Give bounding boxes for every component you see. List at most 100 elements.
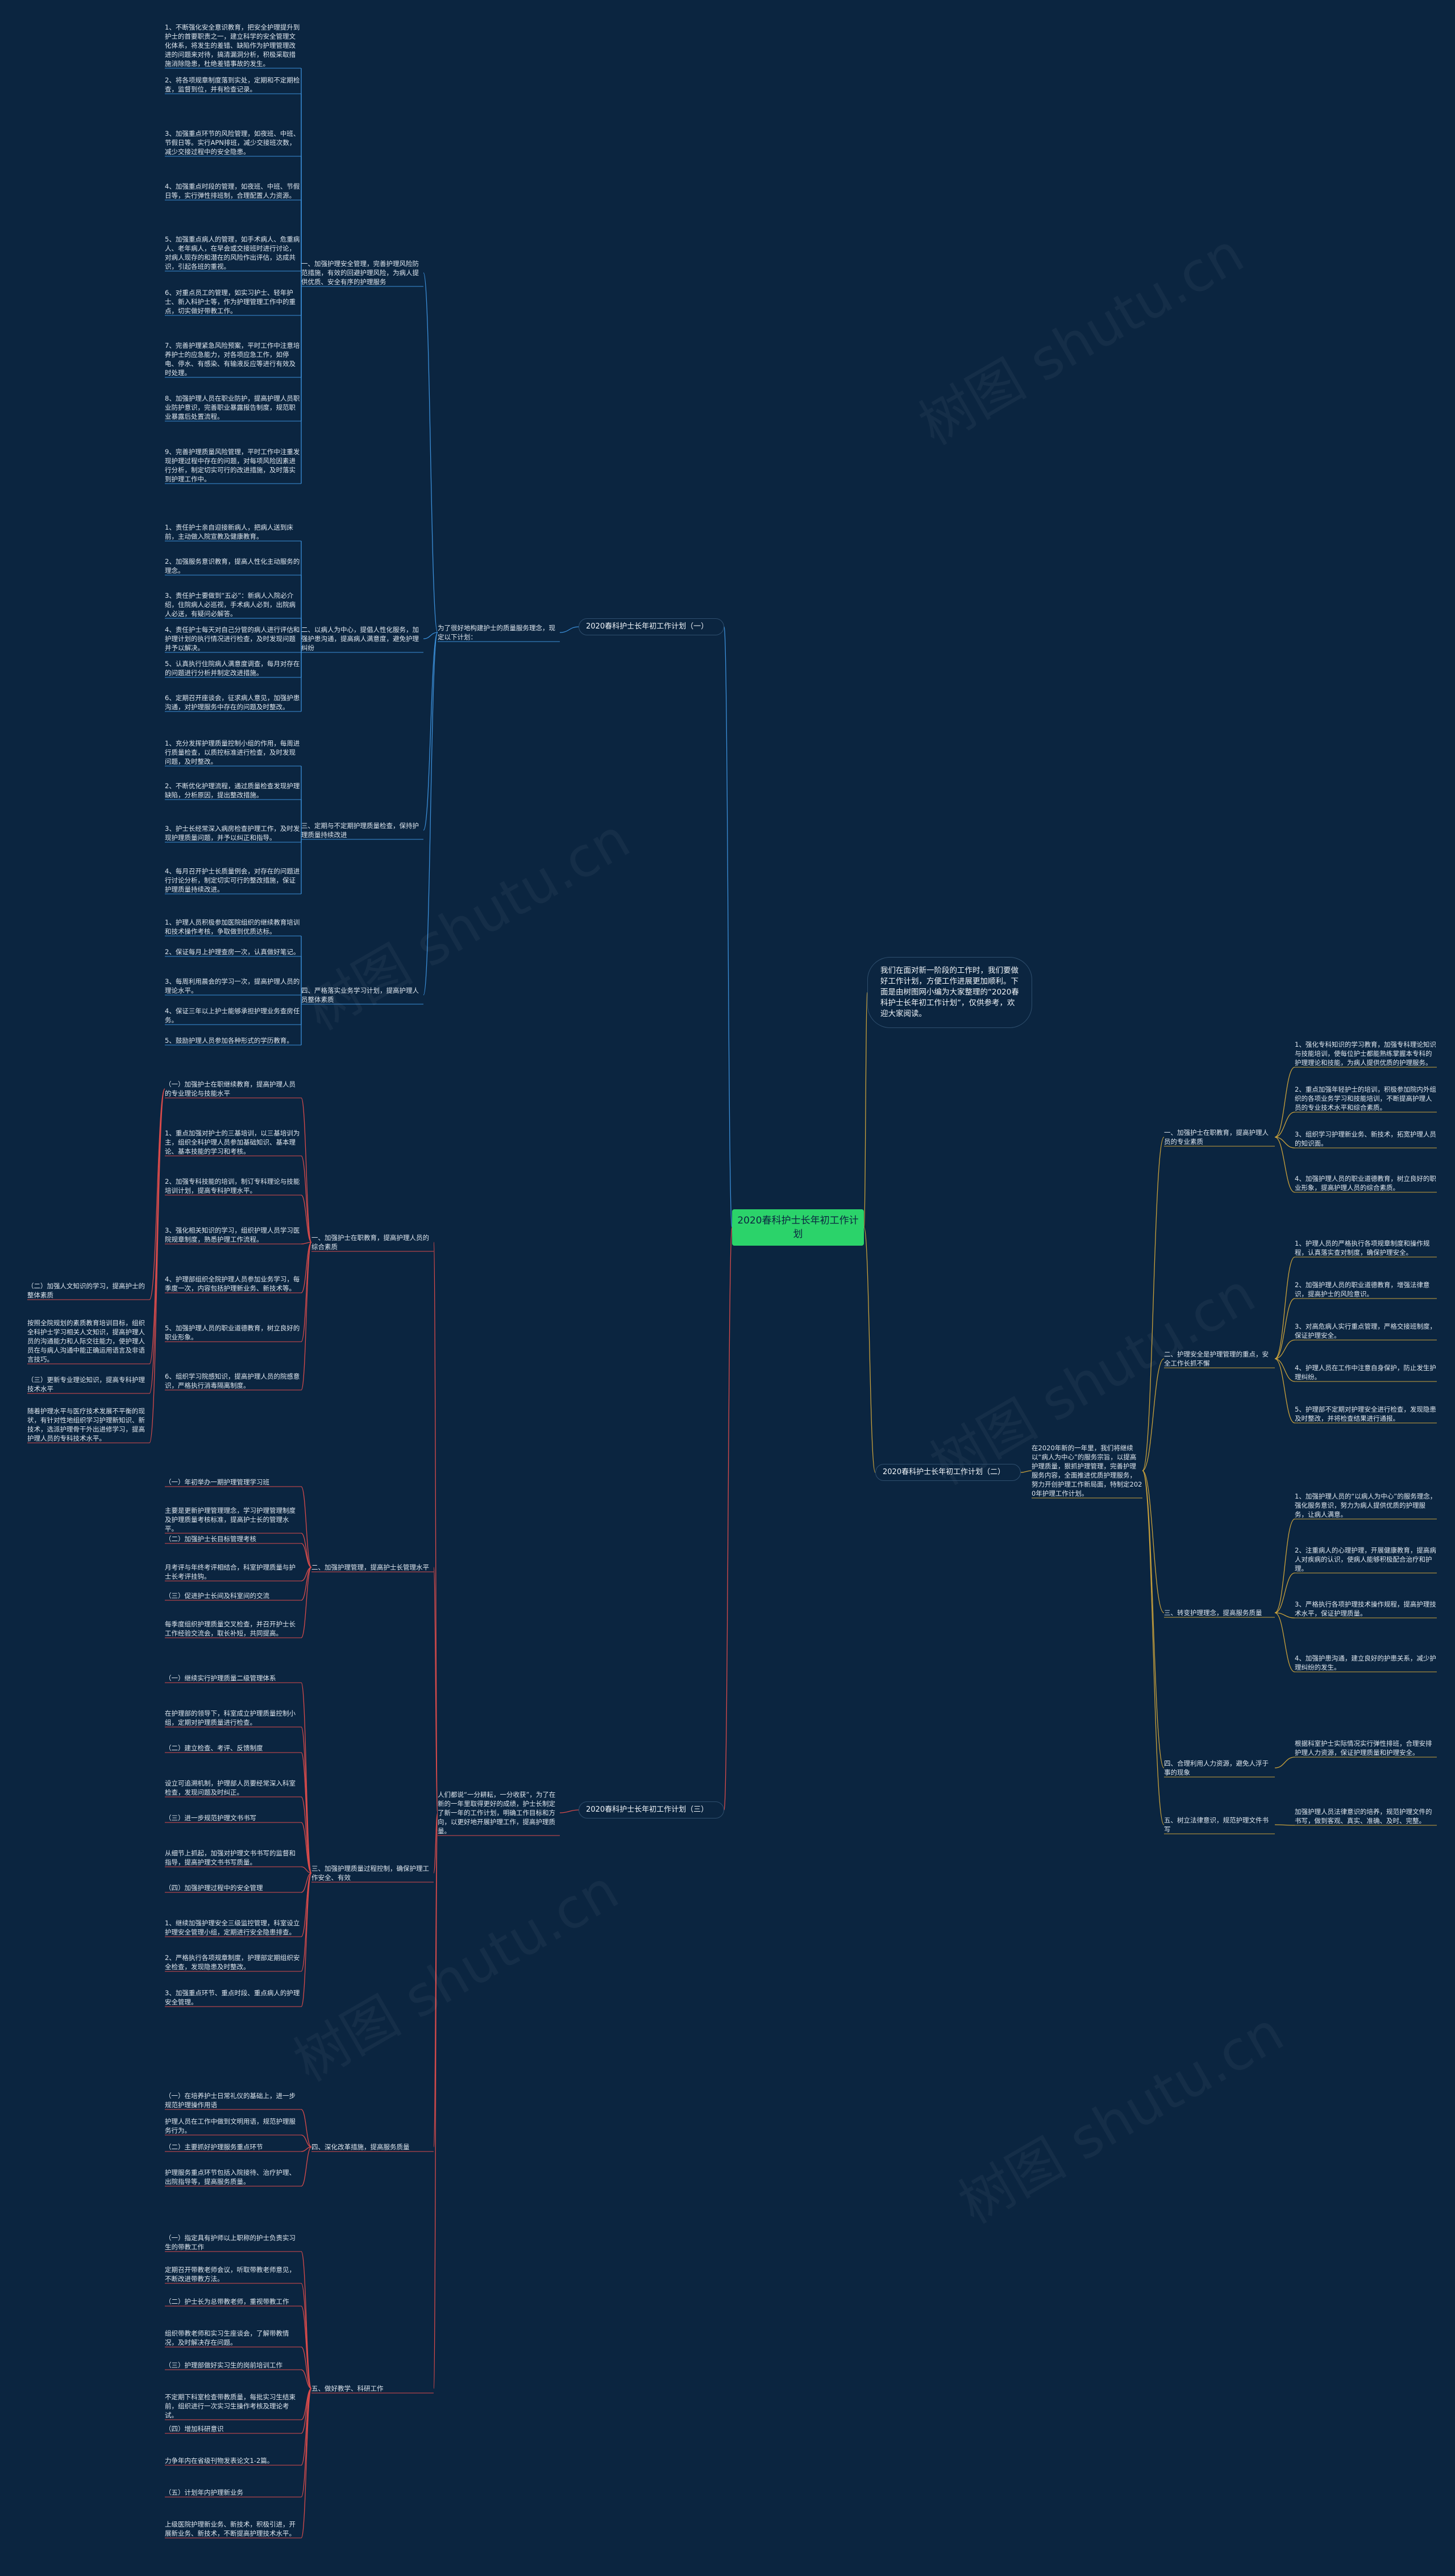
plan-3-section-5-item[interactable]: （三）护理部做好实习生的岗前培训工作 [165,2361,282,2369]
plan-1-section-4-item[interactable]: 2、保证每月上护理查房一次，认真做好笔记。 [165,948,300,956]
plan-3-section-3-item[interactable]: 从细节上抓起，加强对护理文书书写的监督和指导，提高护理文书书写质量。 [165,1849,296,1866]
plan-1-section-3-item[interactable]: 2、不断优化护理流程，通过质量检查发现护理缺陷，分析原因，提出整改措施。 [165,782,300,799]
plan-3-section-1-item[interactable]: 1、重点加强对护士的三基培训，以三基培训为主，组织全科护理人员参加基础知识、基本… [165,1129,300,1155]
plan-1-section-1-item[interactable]: 8、加强护理人员在职业防护，提高护理人员职业防护意识，完善职业暴露报告制度，规范… [165,394,300,421]
plan-2-section-3-item[interactable]: 4、加强护患沟通，建立良好的护患关系，减少护理纠纷的发生。 [1295,1654,1436,1671]
plan-1-section-2-item[interactable]: 5、认真执行住院病人满意度调查，每月对存在的问题进行分析并制定改进措施。 [165,660,300,677]
root-node[interactable]: 2020春科护士长年初工作计划 [732,1209,864,1246]
plan-3-section-2-item[interactable]: （二）加强护士长目标管理考核 [165,1535,256,1543]
plan-2-summary[interactable]: 在2020年新的一年里，我们将继续以“病人为中心”的服务宗旨，以提高护理质量，狠… [1032,1444,1142,1497]
plan-3-section-5-item[interactable]: 组织带教老师和实习生座谈会，了解带教情况，及时解决存在问题。 [165,2329,289,2346]
plan-1-section-2-item[interactable]: 2、加强服务意识教育，提高人性化主动服务的理念。 [165,557,300,575]
plan-2-section-2-item[interactable]: 2、加强护理人员的职业道德教育，增强法律意识，提高护士的风险意识。 [1295,1281,1430,1298]
plan-3-section-2-item[interactable]: 主要是更新护理管理理念，学习护理管理制度及护理质量考核标准，提高护士长的管理水平… [165,1507,296,1533]
plan-1-title[interactable]: 2020春科护士长年初工作计划（一） [579,618,724,635]
plan-1-section-2-item[interactable]: 1、责任护士亲自迎接新病人，把病人送到床前，主动做入院宣教及健康教育。 [165,523,293,540]
plan-1-section-1-item[interactable]: 1、不断强化安全意识教育，把安全护理提升到护士的首要职责之一，建立科学的安全管理… [165,23,300,68]
plan-1-section-2[interactable]: 二、以病人为中心，提倡人性化服务，加强护患沟通，提高病人满意度，避免护理纠纷 [301,626,419,652]
plan-3-section-3-item[interactable]: （二）建立检查、考评、反馈制度 [165,1744,263,1752]
plan-1-section-1-item[interactable]: 2、将各项规章制度落到实处，定期和不定期检查，监督到位，并有检查记录。 [165,76,300,93]
plan-1-section-1[interactable]: 一、加强护理安全管理，完善护理风险防范措施，有效的回避护理风险，为病人提供优质、… [301,260,419,286]
plan-2-section-3-item[interactable]: 1、加强护理人员的“以病人为中心”的服务理念，强化服务意识，努力为病人提供优质的… [1295,1492,1437,1518]
plan-3-section-3-item[interactable]: 设立可追溯机制，护理部人员要经常深入科室检查，发现问题及时纠正。 [165,1779,296,1796]
plan-2-section-5[interactable]: 五、树立法律意识，规范护理文件书写 [1164,1816,1269,1833]
plan-3-section-1-item[interactable]: 3、强化相关知识的学习，组织护理人员学习医院规章制度，熟悉护理工作流程。 [165,1226,300,1243]
plan-1-section-4-item[interactable]: 5、鼓励护理人员参加各种形式的学历教育。 [165,1037,293,1044]
plan-2-section-1-item[interactable]: 3、组织学习护理新业务、新技术，拓宽护理人员的知识面。 [1295,1130,1436,1147]
plan-3-section-5-item[interactable]: （一）指定具有护师以上职称的护士负责实习生的带教工作 [165,2234,296,2251]
plan-3-section-1-item[interactable]: 4、护理部组织全院护理人员参加业务学习，每季度一次，内容包括护理新业务、新技术等… [165,1275,300,1292]
plan-2-section-1-item[interactable]: 2、重点加强年轻护士的培训，积极参加院内外组织的各项业务学习和技能培训，不断提高… [1295,1085,1436,1112]
plan-3-section-5-item[interactable]: 不定期下科室检查带教质量，每批实习生结束前，组织进行一次实习生操作考核及理论考试… [165,2393,296,2419]
plan-1-section-3-item[interactable]: 3、护士长经常深入病房检查护理工作，及时发现护理质量问题，并予以纠正和指导。 [165,825,300,842]
plan-1-section-4[interactable]: 四、严格落实业务学习计划，提高护理人员整体素质 [301,987,419,1004]
plan-2-section-4-item[interactable]: 根据科室护士实际情况实行弹性排班，合理安排护理人力资源，保证护理质量和护理安全。 [1295,1739,1432,1757]
plan-1-section-1-item[interactable]: 6、对重点员工的管理，如实习护士、轻年护士、新入科护士等，作为护理管理工作中的重… [165,289,296,315]
plan-3-section-1-item[interactable]: 2、加强专科技能的培训，制订专科理论与技能培训计划，提高专科护理水平。 [165,1177,300,1195]
plan-3-section-3-item[interactable]: （三）进一步规范护理文书书写 [165,1814,256,1822]
plan-3-section-2[interactable]: 二、加强护理管理，提高护士长管理水平 [311,1563,429,1571]
plan-1-section-1-item[interactable]: 3、加强重点环节的风险管理，如夜班、中班、节假日等。实行APN排班，减少交接班次… [165,130,300,156]
plan-3-section-2-item[interactable]: 月考评与年终考评相结合，科室护理质量与护士长考评挂钩。 [165,1563,296,1580]
plan-2-section-1-item[interactable]: 1、强化专科知识的学习教育，加强专科理论知识与技能培训，使每位护士都能熟练掌握本… [1295,1041,1436,1067]
plan-3-section-2-item[interactable]: （三）促进护士长间及科室间的交流 [165,1592,269,1600]
plan-1-section-1-item[interactable]: 5、加强重点病人的管理，如手术病人、危重病人、老年病人，在早会或交接班时进行讨论… [165,235,300,270]
plan-3-section-5-item[interactable]: 定期召开带教老师会议，听取带教老师意见，不断改进带教方法。 [165,2266,296,2283]
plan-1-section-4-item[interactable]: 3、每周利用晨会的学习一次，提高护理人员的理论水平。 [165,977,300,994]
plan-3-section-3-item[interactable]: （一）继续实行护理质量二级管理体系 [165,1674,276,1682]
plan-2-section-2-item[interactable]: 1、护理人员的严格执行各项规章制度和操作规程，认真落实查对制度，确保护理安全。 [1295,1239,1430,1256]
plan-3-side-item[interactable]: 按照全院规划的素质教育培训目标，组织全科护士学习相关人文知识，提高护理人员的沟通… [27,1319,145,1363]
plan-3-section-4-item[interactable]: 护理人员在工作中做到文明用语，规范护理服务行为。 [165,2117,296,2134]
plan-1-section-4-item[interactable]: 1、护理人员积极参加医院组织的继续教育培训和技术操作考核，争取做到优质达标。 [165,918,300,935]
plan-2-section-3-item[interactable]: 3、严格执行各项护理技术操作规程，提高护理技术水平，保证护理质量。 [1295,1600,1436,1617]
plan-3-section-5-item[interactable]: 力争年内在省级刊物发表论文1-2篇。 [165,2457,274,2465]
plan-3-section-1-item[interactable]: 5、加强护理人员的职业道德教育，树立良好的职业形象。 [165,1324,300,1341]
plan-3-section-1-item[interactable]: （一）加强护士在职继续教育，提高护理人员的专业理论与技能水平 [165,1080,296,1097]
plan-3-section-3-item[interactable]: （四）加强护理过程中的安全管理 [165,1884,263,1892]
plan-2-section-2-item[interactable]: 4、护理人员在工作中注意自身保护，防止发生护理纠纷。 [1295,1364,1436,1381]
plan-2-section-4[interactable]: 四、合理利用人力资源，避免人浮于事的现象 [1164,1759,1269,1776]
plan-2-section-3[interactable]: 三、转变护理理念，提高服务质量 [1164,1609,1262,1617]
plan-2-section-2[interactable]: 二、护理安全是护理管理的重点，安全工作长抓不懈 [1164,1350,1269,1367]
plan-3-section-3-item[interactable]: 1、继续加强护理安全三级监控管理，科室设立护理安全管理小组，定期进行安全隐患排查… [165,1919,300,1936]
plan-1-section-3-item[interactable]: 1、充分发挥护理质量控制小组的作用，每周进行质量检查，以质控标准进行检查，及时发… [165,739,300,765]
plan-3-section-3[interactable]: 三、加强护理质量过程控制，确保护理工作安全、有效 [311,1865,429,1882]
plan-2-title[interactable]: 2020春科护士长年初工作计划（二） [875,1464,1021,1481]
plan-2-section-5-item[interactable]: 加强护理人员法律意识的培养，规范护理文件的书写，做到客观、真实、准确、及时、完整… [1295,1808,1432,1825]
plan-1-section-2-item[interactable]: 6、定期召开座谈会，征求病人意见，加强护患沟通，对护理服务中存在的问题及时整改。 [165,694,300,711]
plan-3-side-item[interactable]: 随着护理水平与医疗技术发展不平衡的现状，有针对性地组织学习护理新知识、新技术，选… [27,1407,145,1442]
plan-2-section-3-item[interactable]: 2、注重病人的心理护理，开展健康教育，提高病人对疾病的认识，使病人能够积极配合治… [1295,1546,1436,1572]
plan-3-section-5-item[interactable]: 上级医院护理新业务、新技术，积极引进，开展新业务、新技术，不断提高护理技术水平。 [165,2520,296,2537]
plan-1-section-1-item[interactable]: 7、完善护理紧急风险预案，平时工作中注意培养护士的应急能力，对各项应急工作，如停… [165,342,300,377]
plan-1-summary[interactable]: 为了很好地构建护士的质量服务理念，现定以下计划： [438,624,555,641]
intro-node[interactable]: 我们在面对新一阶段的工作时，我们要做好工作计划，方便工作进展更加顺利。下面是由树… [867,957,1032,1028]
plan-3-section-2-item[interactable]: （一）年初举办一期护理管理学习班 [165,1478,269,1486]
plan-2-section-2-item[interactable]: 3、对高危病人实行重点管理，严格交接班制度，保证护理安全。 [1295,1322,1436,1339]
plan-3-section-4[interactable]: 四、深化改革措施，提高服务质量 [311,2143,410,2151]
plan-1-section-1-item[interactable]: 9、完善护理质量风险管理，平时工作中注重发现护理过程中存在的问题，对每项风险因素… [165,448,300,483]
plan-3-section-4-item[interactable]: （一）在培养护士日常礼仪的基础上，进一步规范护理操作用语 [165,2092,296,2109]
plan-3-section-3-item[interactable]: 3、加强重点环节、重点时段、重点病人的护理安全管理。 [165,1989,300,2006]
plan-1-section-1-item[interactable]: 4、加强重点时段的管理，如夜班、中班、节假日等，实行弹性排班制，合理配置人力资源… [165,182,300,199]
plan-2-section-1[interactable]: 一、加强护士在职教育，提高护理人员的专业素质 [1164,1129,1269,1146]
plan-3-side-item[interactable]: （二）加强人文知识的学习，提高护士的整体素质 [27,1282,145,1299]
plan-3-section-5[interactable]: 五、做好教学、科研工作 [311,2384,384,2392]
plan-3-section-3-item[interactable]: 在护理部的领导下，科室成立护理质量控制小组，定期对护理质量进行检查。 [165,1709,296,1726]
plan-3-section-4-item[interactable]: （二）主要抓好护理服务重点环节 [165,2143,263,2151]
plan-2-section-2-item[interactable]: 5、护理部不定期对护理安全进行检查，发现隐患及时整改，并将检查结果进行通报。 [1295,1405,1436,1422]
plan-3-section-1[interactable]: 一、加强护士在职教育，提高护理人员的综合素质 [311,1234,429,1251]
plan-2-section-1-item[interactable]: 4、加强护理人员的职业道德教育，树立良好的职业形象，提高护理人员的综合素质。 [1295,1175,1436,1192]
plan-1-section-4-item[interactable]: 4、保证三年以上护士能够承担护理业务查房任务。 [165,1007,300,1024]
plan-1-section-2-item[interactable]: 4、责任护士每天对自己分管的病人进行评估和护理计划的执行情况进行检查，及时发现问… [165,626,300,652]
plan-3-summary[interactable]: 人们都说“一分耕耘，一分收获”，为了在新的一年里取得更好的成绩，护士长制定了新一… [438,1791,556,1835]
plan-1-section-2-item[interactable]: 3、责任护士要做到“五必”：新病人入院必介绍，住院病人必巡视，手术病人必到，出院… [165,592,296,618]
plan-3-section-5-item[interactable]: （五）计划年内护理新业务 [165,2488,243,2496]
plan-3-side-item[interactable]: （三）更新专业理论知识，提高专科护理技术水平 [27,1376,145,1393]
plan-3-section-2-item[interactable]: 每季度组织护理质量交叉检查，并召开护士长工作经验交流会，取长补短，共同提高。 [165,1620,296,1637]
plan-1-section-3-item[interactable]: 4、每月召开护士长质量例会，对存在的问题进行讨论分析，制定切实可行的整改措施，保… [165,867,300,893]
plan-3-section-4-item[interactable]: 护理服务重点环节包括入院接待、治疗护理、出院指导等，提高服务质量。 [165,2169,296,2186]
plan-3-section-5-item[interactable]: （四）增加科研意识 [165,2425,224,2433]
plan-3-section-3-item[interactable]: 2、严格执行各项规章制度，护理部定期组织安全检查，发现隐患及时整改。 [165,1954,300,1971]
plan-1-section-3[interactable]: 三、定期与不定期护理质量检查，保持护理质量持续改进 [301,822,419,839]
plan-3-section-5-item[interactable]: （二）护士长为总带教老师，重视带教工作 [165,2298,289,2306]
